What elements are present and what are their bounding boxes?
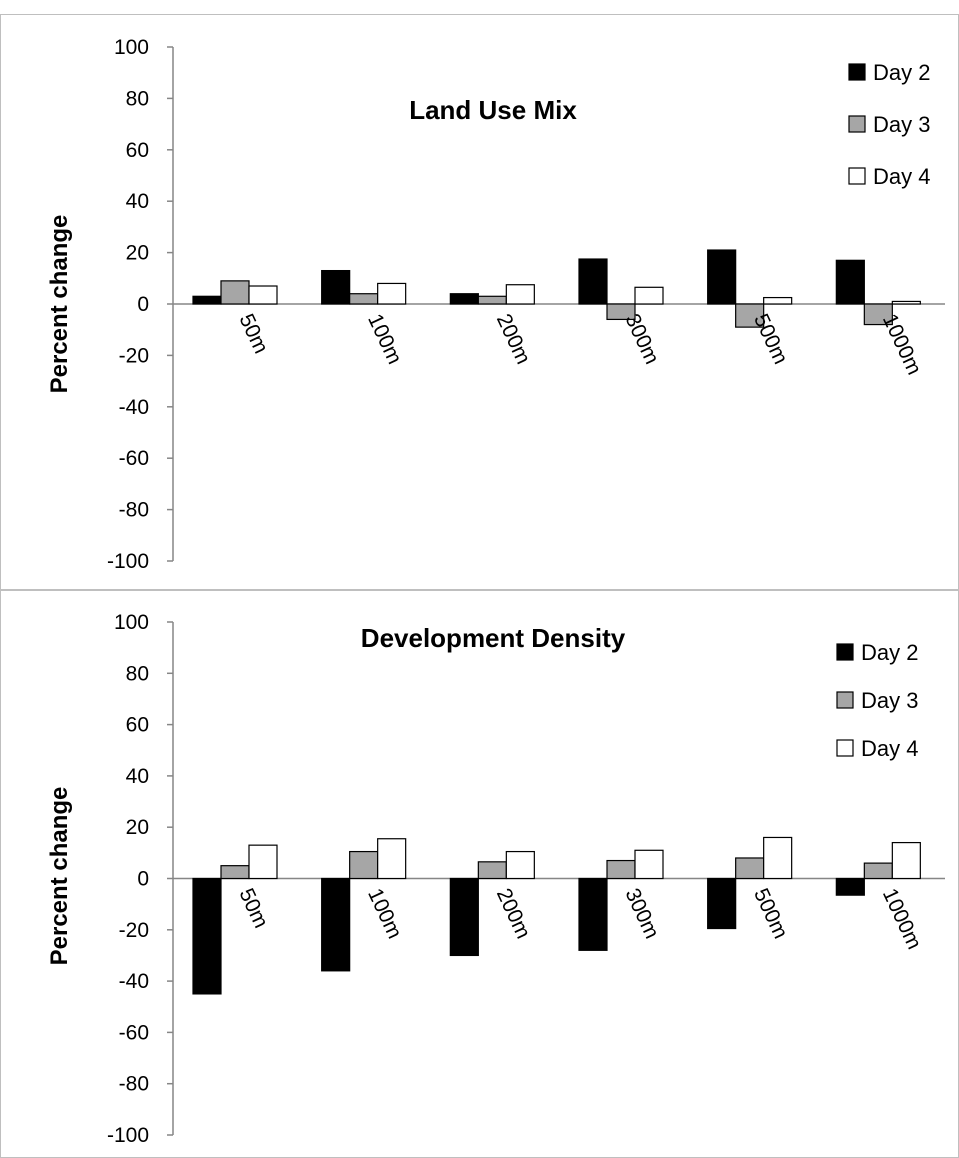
bar-day-2-500m	[707, 249, 737, 305]
land-use-mix-chart: Land Use Mix Percent change 100 80 60 40 20 0 -2…	[46, 36, 945, 573]
y-tick-label: 80	[126, 87, 149, 110]
y-tick-label: 20	[126, 242, 149, 265]
bar-day-4-100m	[377, 282, 407, 305]
legend-label: Day 3	[873, 112, 930, 137]
x-tick-label: 50m	[234, 310, 272, 357]
y-tick-label: 40	[126, 190, 149, 213]
y-tick-label: -20	[119, 919, 149, 942]
legend-swatch	[836, 643, 854, 661]
chart-panel-land-use-mix: Land Use Mix Percent change 100 80 60 40 20 0 -2…	[0, 14, 959, 590]
y-axis-label: Percent change	[46, 787, 73, 966]
bar-day-4-100m	[377, 838, 407, 880]
legend-label: Day 3	[861, 688, 918, 713]
bar-day-3-1000m	[863, 862, 893, 880]
development-density-chart: Development Density Percent change 100 80 60…	[46, 611, 945, 1147]
y-tick-label: -100	[107, 550, 149, 573]
y-tick-label: -80	[119, 499, 149, 522]
y-tick-label: -40	[119, 396, 149, 419]
chart-title: Land Use Mix	[409, 95, 577, 125]
y-tick-label: 40	[126, 765, 149, 788]
x-tick-label: 100m	[363, 310, 406, 367]
legend-swatch	[848, 167, 866, 185]
x-tick-label: 200m	[492, 885, 535, 942]
bar-day-3-500m	[735, 857, 765, 880]
y-tick-label: 100	[114, 36, 149, 59]
x-tick-label: 200m	[492, 310, 535, 367]
bar-day-3-100m	[349, 293, 379, 305]
x-tick-label: 1000m	[878, 310, 926, 378]
bar-day-4-50m	[248, 844, 278, 880]
y-tick-label: 60	[126, 139, 149, 162]
bar-day-4-200m	[505, 284, 535, 305]
chart-panel-development-density: Development Density Percent change 100 80 60…	[0, 590, 959, 1158]
y-tick-label: 60	[126, 714, 149, 737]
legend-label: Day 4	[873, 164, 930, 189]
legend-swatch	[836, 691, 854, 709]
y-tick-label: 80	[126, 662, 149, 685]
bar-day-4-300m	[634, 286, 664, 305]
bar-day-2-100m	[321, 269, 351, 305]
x-tick-label: 100m	[363, 885, 406, 942]
bar-day-2-300m	[578, 258, 608, 305]
legend-label: Day 2	[861, 640, 918, 665]
y-tick-label: -20	[119, 344, 149, 367]
bar-day-2-200m	[449, 877, 479, 957]
bar-day-2-1000m	[835, 877, 865, 896]
x-tick-label: 500m	[749, 310, 792, 367]
bar-day-2-200m	[449, 293, 479, 305]
bar-day-2-500m	[707, 877, 737, 930]
x-tick-label: 500m	[749, 885, 792, 942]
bar-day-2-300m	[578, 877, 608, 951]
chart-title: Development Density	[361, 623, 626, 653]
x-tick-label: 300m	[620, 885, 663, 942]
x-tick-label: 50m	[234, 885, 272, 932]
bar-day-4-500m	[763, 836, 793, 880]
y-tick-label: -80	[119, 1073, 149, 1096]
y-tick-label: 100	[114, 611, 149, 634]
x-tick-label: 300m	[620, 310, 663, 367]
bar-day-4-200m	[505, 850, 535, 880]
y-tick-label: 0	[137, 293, 149, 316]
bar-day-3-50m	[220, 865, 250, 880]
bar-day-3-200m	[477, 295, 507, 305]
legend-swatch	[848, 63, 866, 81]
bar-day-3-300m	[606, 303, 636, 321]
y-tick-label: -60	[119, 447, 149, 470]
y-tick-label: 0	[137, 868, 149, 891]
y-tick-label: -40	[119, 970, 149, 993]
bar-day-4-1000m	[891, 300, 921, 305]
y-tick-label: -60	[119, 1021, 149, 1044]
bar-day-3-1000m	[863, 303, 893, 326]
y-tick-label: 20	[126, 816, 149, 839]
legend-label: Day 4	[861, 736, 918, 761]
bar-day-2-50m	[192, 877, 222, 995]
bar-day-4-300m	[634, 849, 664, 880]
legend-label: Day 2	[873, 60, 930, 85]
x-tick-label: 1000m	[878, 885, 926, 953]
bar-day-2-50m	[192, 295, 222, 305]
bar-day-4-500m	[763, 296, 793, 305]
y-tick-label: -100	[107, 1124, 149, 1147]
bar-day-4-1000m	[891, 841, 921, 880]
bar-day-2-1000m	[835, 259, 865, 305]
bar-day-3-200m	[477, 861, 507, 880]
y-axis-label: Percent change	[46, 215, 73, 394]
legend-swatch	[848, 115, 866, 133]
bar-day-3-50m	[220, 280, 250, 305]
legend-swatch	[836, 739, 854, 757]
bar-day-4-50m	[248, 285, 278, 305]
bar-day-3-300m	[606, 859, 636, 880]
bar-day-2-100m	[321, 877, 351, 972]
bar-day-3-100m	[349, 850, 379, 880]
bar-day-3-500m	[735, 303, 765, 328]
